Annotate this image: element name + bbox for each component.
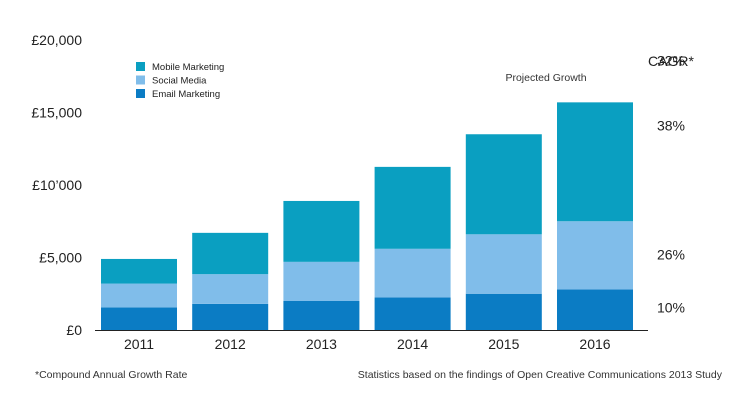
legend-swatch xyxy=(136,89,145,98)
legend-swatch xyxy=(136,62,145,71)
bar-mobile-marketing-2014 xyxy=(374,166,451,249)
bar-email-marketing-2012 xyxy=(192,303,269,330)
y-tick-label: £5,000 xyxy=(39,250,82,266)
bar-social-media-2013 xyxy=(283,261,360,301)
x-axis-ticks: 2011 2012 2013 2014 2015 2016 xyxy=(124,336,611,352)
bar-mobile-marketing-2011 xyxy=(101,258,177,284)
legend: Mobile Marketing Social Media Email Market… xyxy=(136,62,224,100)
legend-label: Social Media xyxy=(152,76,207,87)
y-tick-label: £0 xyxy=(66,322,82,338)
bar-social-media-2012 xyxy=(192,274,269,304)
legend-swatch xyxy=(136,75,145,85)
bar-social-media-2011 xyxy=(101,283,177,308)
x-tick-label: 2014 xyxy=(397,336,428,352)
bar-email-marketing-2014 xyxy=(374,297,451,330)
bar-mobile-marketing-2016 xyxy=(557,102,633,222)
bar-email-marketing-2016 xyxy=(557,289,633,330)
bar-social-media-2015 xyxy=(465,234,542,294)
bar-mobile-marketing-2013 xyxy=(283,200,360,262)
legend-label: Email Marketing xyxy=(152,89,220,100)
x-tick-label: 2016 xyxy=(579,336,610,352)
cagr-label: 26% xyxy=(657,247,685,263)
x-tick-label: 2015 xyxy=(488,336,519,352)
x-tick-label: 2011 xyxy=(124,336,154,352)
x-tick-label: 2012 xyxy=(215,336,246,352)
bar-social-media-2014 xyxy=(374,248,451,298)
footnote-source: Statistics based on the findings of Open… xyxy=(358,369,723,381)
footnote-cagr-definition: *Compound Annual Growth Rate xyxy=(35,369,188,381)
bars xyxy=(101,102,633,330)
cagr-label: 38% xyxy=(657,118,685,134)
legend-label: Mobile Marketing xyxy=(152,62,224,73)
bar-mobile-marketing-2012 xyxy=(192,232,269,275)
projected-growth-label: Projected Growth xyxy=(505,72,586,84)
bar-mobile-marketing-2015 xyxy=(465,134,542,235)
y-tick-label: £10’000 xyxy=(32,177,82,193)
bar-email-marketing-2013 xyxy=(283,301,360,330)
bar-social-media-2016 xyxy=(557,221,633,290)
cagr-label: 10% xyxy=(657,300,685,316)
bar-email-marketing-2011 xyxy=(101,307,177,330)
cagr-label: 32% xyxy=(657,52,685,68)
y-tick-label: £15,000 xyxy=(31,105,82,121)
y-tick-label: £20,000 xyxy=(31,32,82,48)
cagr-labels: 32% 38% 26% 10% xyxy=(657,52,685,315)
bar-email-marketing-2015 xyxy=(465,293,542,330)
cagr-title: CAGR* xyxy=(648,53,694,69)
x-tick-label: 2013 xyxy=(306,336,337,352)
y-axis-ticks: £0 £5,000 £10’000 £15,000 £20,000 xyxy=(31,32,82,338)
